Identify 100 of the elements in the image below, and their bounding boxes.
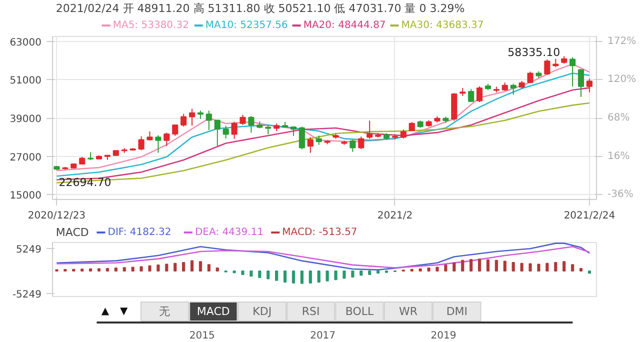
candlestick	[578, 68, 584, 98]
bar	[579, 268, 583, 272]
bar	[156, 264, 160, 272]
bar	[131, 266, 134, 272]
bar	[520, 262, 524, 272]
bar	[436, 266, 439, 272]
bar	[503, 260, 506, 272]
y-tick-label: 5249	[16, 244, 42, 256]
x-tick-label: 2021/2/24	[564, 210, 616, 222]
candlestick	[248, 116, 254, 134]
candlestick	[544, 59, 550, 76]
y-tick-label: -5249	[12, 289, 42, 300]
y2-tick-label: 16%	[608, 150, 630, 162]
bar	[376, 270, 380, 274]
candlestick	[138, 136, 144, 151]
bar	[190, 260, 194, 272]
candlestick	[510, 83, 516, 96]
candlestick	[476, 86, 483, 103]
x-tick-label: 2020/12/23	[28, 210, 86, 222]
bar	[275, 270, 278, 281]
candlestick	[586, 78, 592, 93]
candlestick	[350, 139, 356, 152]
y2-tick-label: 172%	[608, 36, 636, 47]
bar	[165, 264, 168, 272]
text: DMI	[446, 305, 468, 318]
legend-label: DIF: 4182.32	[108, 227, 172, 238]
y-tick-label: 39000	[10, 114, 42, 125]
candlestick	[298, 126, 305, 150]
bar	[554, 262, 558, 272]
legend-label: MA30: 43683.37	[401, 20, 484, 31]
bar	[546, 262, 549, 272]
candlestick	[172, 124, 178, 136]
bar	[308, 270, 312, 284]
bar	[537, 264, 540, 272]
candlestick	[188, 108, 196, 126]
bar	[588, 270, 592, 274]
y2-tick-label: 68%	[608, 112, 630, 124]
legend-label: MA10: 52357.56	[205, 20, 288, 31]
bar	[174, 262, 177, 272]
bar	[326, 270, 329, 282]
bar	[292, 270, 296, 284]
legend-label: MACD: -513.57	[282, 227, 358, 238]
bar	[148, 265, 152, 272]
bar	[317, 270, 320, 283]
bar	[106, 268, 110, 272]
y2-tick-label: -36%	[608, 189, 634, 200]
text: MACD	[196, 305, 230, 318]
bar	[122, 267, 126, 272]
bar	[528, 263, 532, 272]
candlestick	[240, 114, 246, 126]
text: ▼	[120, 306, 128, 317]
candlestick	[316, 135, 322, 146]
text: 无	[159, 305, 170, 318]
text: WR	[398, 305, 418, 318]
bar	[140, 266, 143, 272]
bar	[198, 261, 202, 272]
candlestick	[358, 136, 364, 150]
chart-title: MACD	[56, 226, 89, 239]
y-tick-label: 15000	[10, 190, 42, 202]
bar	[486, 259, 490, 272]
candlestick	[468, 88, 474, 103]
candlestick	[222, 125, 229, 139]
text: 2019	[430, 330, 456, 342]
bar	[342, 270, 346, 279]
candlestick	[180, 113, 187, 128]
candlestick	[155, 134, 162, 154]
candlestick	[164, 132, 170, 147]
bar	[97, 268, 101, 272]
candlestick	[366, 120, 373, 140]
y-tick-label: 63000	[10, 37, 42, 48]
bar	[452, 262, 456, 272]
bar	[351, 270, 354, 278]
chart-title: 2021/02/24 开 48911.20 高 51311.80 收 50521.10 低 47031.70 量 0 3.29%	[56, 2, 465, 15]
y-tick-label: 51000	[10, 76, 42, 87]
bar	[283, 270, 287, 283]
legend-label: DEA: 4439.11	[194, 227, 264, 238]
annotation: 58335.10	[508, 46, 560, 60]
text: ▲	[101, 306, 110, 317]
bar	[250, 270, 253, 277]
candlestick	[570, 56, 576, 87]
bar	[88, 268, 92, 272]
bar	[570, 264, 574, 272]
x-tick-label: 2021/2	[377, 210, 413, 222]
bar	[427, 268, 430, 272]
legend-label: MA20: 48444.87	[303, 20, 386, 31]
bar	[562, 261, 566, 272]
bar	[266, 270, 270, 280]
bar	[360, 270, 363, 276]
bar	[334, 270, 338, 280]
bar	[494, 260, 498, 272]
text: RSI	[302, 305, 320, 318]
bar	[470, 259, 473, 272]
bar	[114, 268, 118, 272]
bar	[258, 270, 262, 278]
y2-tick-label: 120%	[608, 74, 636, 86]
text: BOLL	[345, 305, 375, 318]
legend-label: MA5: 53380.32	[112, 20, 189, 31]
text: KDJ	[252, 305, 272, 318]
bar	[207, 264, 210, 272]
bar	[478, 258, 482, 272]
